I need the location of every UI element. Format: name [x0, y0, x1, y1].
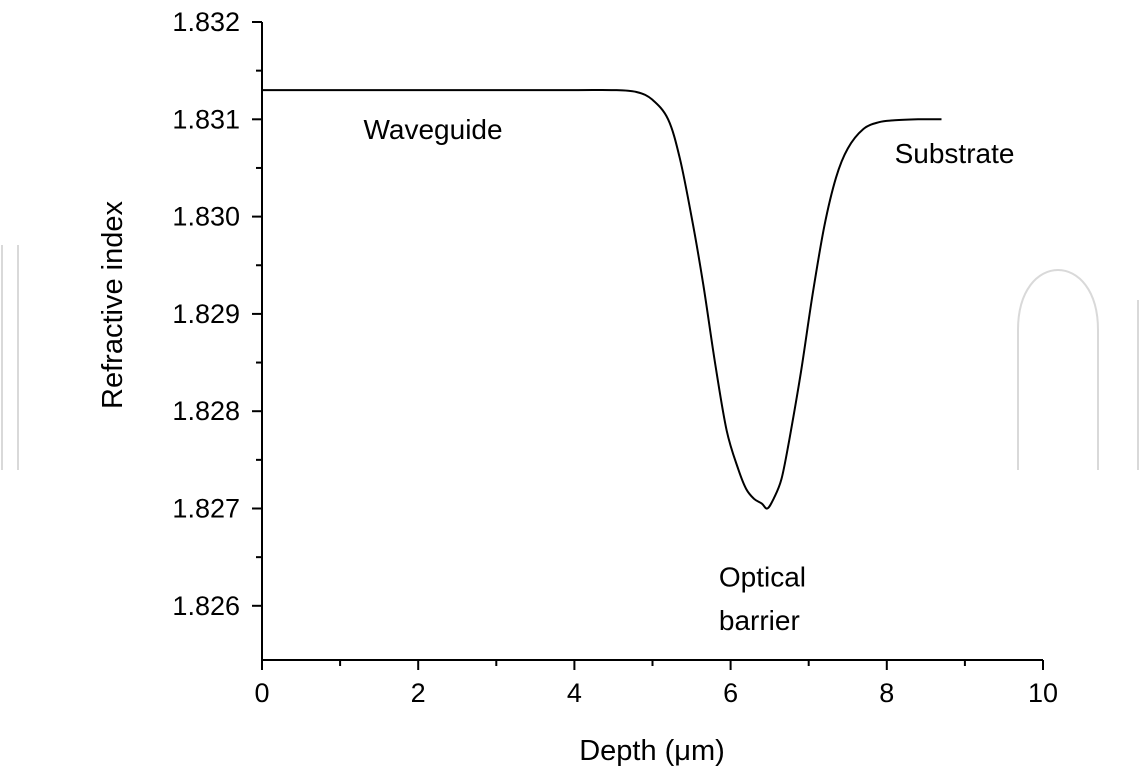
annotation-label: Optical: [719, 561, 806, 592]
y-tick-label: 1.830: [172, 202, 240, 232]
y-tick-label: 1.829: [172, 299, 240, 329]
x-axis-title: Depth (μm): [579, 735, 725, 767]
watermark-graphic: [1, 245, 1139, 470]
x-tick-label: 10: [1028, 678, 1058, 708]
y-tick-label: 1.832: [172, 7, 240, 37]
x-tick-label: 2: [411, 678, 426, 708]
annotation-label: Substrate: [895, 138, 1015, 169]
x-tick-label: 8: [879, 678, 894, 708]
y-tick-label: 1.827: [172, 494, 240, 524]
x-tick-label: 6: [723, 678, 738, 708]
annotations: Waveguide Substrate Optical barrier: [364, 114, 1015, 636]
refractive-index-curve: [261, 88, 942, 510]
y-axis-title: Refractive index: [97, 201, 129, 409]
x-tick-label: 0: [254, 678, 269, 708]
y-tick-label: 1.828: [172, 396, 240, 426]
y-axis-ticks: 1.826 1.827 1.828 1.829 1.830 1.831 1.832: [172, 7, 262, 621]
y-tick-label: 1.826: [172, 591, 240, 621]
annotation-label: Waveguide: [364, 114, 503, 145]
annotation-label: barrier: [719, 605, 800, 636]
y-tick-label: 1.831: [172, 104, 240, 134]
x-axis-ticks: 0 2 4 6 8 10: [254, 660, 1058, 708]
x-tick-label: 4: [567, 678, 582, 708]
